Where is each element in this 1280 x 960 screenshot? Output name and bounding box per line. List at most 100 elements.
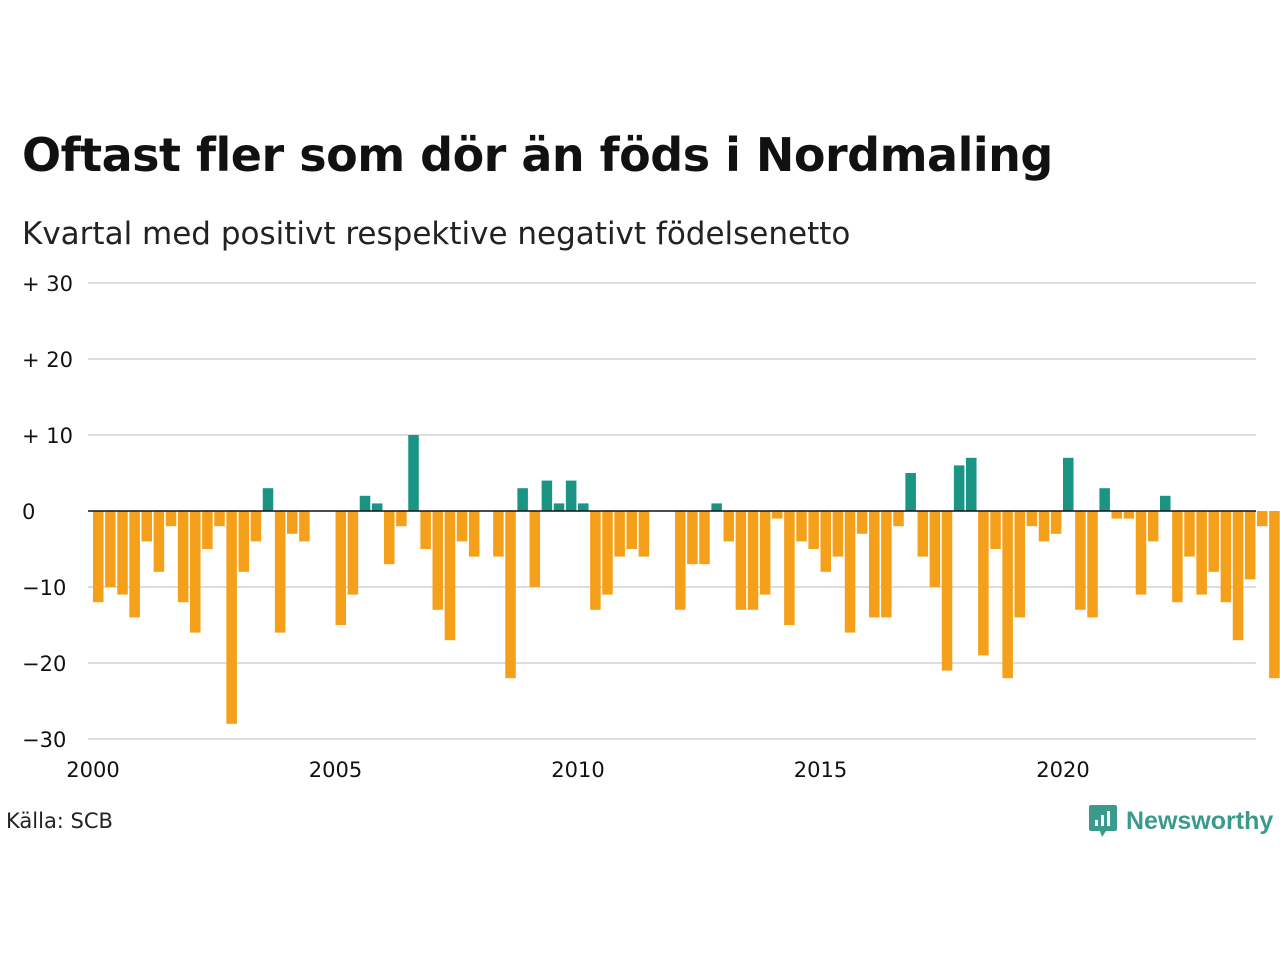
bar-negative — [784, 511, 795, 625]
bar-negative — [1269, 511, 1280, 679]
bar-positive — [553, 503, 565, 511]
bar-negative — [384, 511, 395, 565]
bar-negative — [1196, 511, 1207, 595]
bar-negative — [117, 511, 128, 595]
bar-negative — [893, 511, 904, 527]
x-tick-label: 2020 — [1036, 758, 1089, 782]
bar-negative — [602, 511, 613, 595]
bar-negative — [626, 511, 638, 549]
bar-negative — [93, 511, 104, 603]
bar-positive — [1160, 495, 1171, 511]
bar-negative — [1050, 511, 1062, 534]
bar-negative — [1087, 511, 1098, 618]
bar-negative — [856, 511, 868, 534]
bar-negative — [869, 511, 880, 618]
bar-negative — [832, 511, 844, 557]
bar-negative — [881, 511, 892, 618]
bar-negative — [335, 511, 347, 625]
bar-negative — [1220, 511, 1232, 603]
bar-negative — [1147, 511, 1159, 542]
bar-positive — [578, 503, 589, 511]
bar-negative — [1208, 511, 1220, 572]
brand-name: Newsworthy — [1126, 806, 1274, 835]
x-tick-label: 2005 — [309, 758, 362, 782]
y-tick-label: + 10 — [22, 424, 73, 448]
bar-negative — [432, 511, 444, 610]
bar-negative — [129, 511, 140, 618]
bar-negative — [1026, 511, 1038, 527]
bar-negative — [772, 511, 783, 519]
bar-negative — [165, 511, 177, 527]
bar-negative — [1184, 511, 1195, 557]
bar-negative — [141, 511, 153, 542]
bar-negative — [1075, 511, 1086, 610]
bar-positive — [1099, 488, 1110, 511]
source-note: Källa: SCB — [6, 809, 113, 833]
bar-negative — [1038, 511, 1050, 542]
bar-negative — [226, 511, 237, 724]
y-tick-label: −20 — [22, 652, 66, 676]
bar-negative — [468, 511, 480, 557]
x-tick-label: 2015 — [794, 758, 847, 782]
bar-positive — [966, 457, 977, 511]
bar-negative — [177, 511, 189, 603]
y-tick-label: −30 — [22, 728, 66, 752]
bar-negative — [190, 511, 201, 633]
bar-negative — [614, 511, 625, 557]
bar-negative — [287, 511, 298, 534]
bar-positive — [711, 503, 722, 511]
newsworthy-logo-icon — [1089, 805, 1117, 837]
gridlines — [88, 282, 1256, 740]
bar-negative — [723, 511, 735, 542]
bar-negative — [1123, 511, 1135, 519]
bar-negative — [1172, 511, 1183, 603]
bar-positive — [565, 480, 577, 511]
y-tick-label: −10 — [22, 576, 66, 600]
bar-positive — [371, 503, 383, 511]
bar-negative — [638, 511, 650, 557]
bar-positive — [1063, 457, 1074, 511]
bar-positive — [262, 488, 274, 511]
brand: Newsworthy — [1088, 803, 1273, 839]
bar-positive — [517, 488, 528, 511]
x-tick-label: 2000 — [66, 758, 119, 782]
bar-negative — [299, 511, 310, 542]
bar-negative — [420, 511, 431, 549]
bar-negative — [456, 511, 468, 542]
bar-negative — [978, 511, 989, 656]
bar-negative — [929, 511, 941, 587]
bar-negative — [1244, 511, 1256, 580]
y-tick-label: + 20 — [22, 348, 73, 372]
bar-positive — [905, 473, 916, 511]
bar-negative — [808, 511, 819, 549]
bar-negative — [396, 511, 407, 527]
bar-negative — [153, 511, 165, 572]
bar-negative — [1002, 511, 1013, 679]
bar-negative — [214, 511, 225, 527]
bar-negative — [1257, 511, 1268, 527]
bar-positive — [359, 495, 371, 511]
bar-negative — [250, 511, 262, 542]
y-tick-label: 0 — [22, 500, 35, 524]
bar-negative — [590, 511, 601, 610]
bar-positive — [541, 480, 553, 511]
bar-positive — [408, 435, 419, 511]
chart-subtitle: Kvartal med positivt respektive negativt… — [22, 216, 851, 252]
chart-title: Oftast fler som dör än föds i Nordmaling — [22, 128, 1053, 182]
bar-negative — [274, 511, 286, 633]
bar-negative — [917, 511, 929, 557]
bar-negative — [1232, 511, 1244, 641]
bar-negative — [105, 511, 116, 587]
bar-negative — [529, 511, 541, 587]
x-tick-label: 2010 — [551, 758, 604, 782]
bar-negative — [202, 511, 213, 549]
bar-negative — [759, 511, 771, 595]
bar-negative — [820, 511, 832, 572]
y-tick-label: + 30 — [22, 272, 73, 296]
bar-negative — [687, 511, 698, 565]
bar-negative — [493, 511, 504, 557]
bar-negative — [796, 511, 807, 542]
bar-negative — [238, 511, 250, 572]
